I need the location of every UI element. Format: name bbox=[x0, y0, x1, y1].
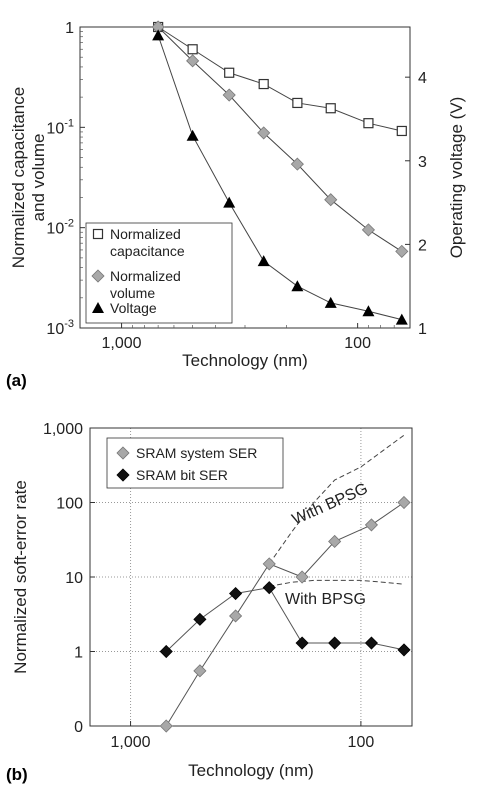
data-point-voltage bbox=[324, 296, 337, 308]
x-tick-label-b: 1,000 bbox=[111, 734, 151, 751]
y-tick-label-b: 100 bbox=[56, 496, 83, 513]
legend-marker-normalized-capacitance bbox=[92, 228, 104, 240]
data-point-sram-system-ser bbox=[397, 495, 411, 510]
bpsg-curve-1 bbox=[269, 579, 405, 587]
panel-label-a: (a) bbox=[6, 371, 27, 390]
data-point-normalized-capacitance bbox=[258, 78, 269, 90]
data-point-normalized-capacitance bbox=[325, 103, 336, 114]
y2-tick-label-a: 4 bbox=[418, 70, 427, 87]
data-point-normalized-capacitance bbox=[224, 67, 235, 78]
data-point-sram-bit-ser bbox=[229, 586, 243, 601]
y-axis-label-a: Normalized capacitanceand volume bbox=[9, 87, 48, 268]
data-point-voltage bbox=[152, 29, 165, 41]
series-line-normalized-capacitance bbox=[157, 26, 402, 132]
data-point-sram-system-ser bbox=[328, 534, 342, 549]
data-point-sram-system-ser bbox=[262, 557, 276, 571]
data-point-sram-bit-ser bbox=[328, 636, 342, 650]
bpsg-label-upper: With BPSG bbox=[290, 480, 371, 528]
y2-tick-label-a: 1 bbox=[418, 321, 427, 338]
data-point-sram-system-ser bbox=[295, 570, 309, 584]
data-point-sram-bit-ser bbox=[262, 581, 276, 595]
data-point-voltage bbox=[257, 255, 270, 267]
y-tick-label-b: 1 bbox=[74, 645, 83, 662]
data-point-normalized-volume bbox=[324, 193, 338, 207]
data-point-sram-bit-ser bbox=[397, 643, 411, 657]
legend-label-normalized-volume: Normalized volume bbox=[110, 268, 181, 301]
data-point-voltage bbox=[291, 280, 304, 292]
y2-axis-label-a: Operating voltage (V) bbox=[447, 97, 466, 259]
data-point-sram-bit-ser bbox=[159, 644, 173, 659]
data-point-voltage bbox=[223, 196, 236, 208]
legend-label-sram-system-ser: SRAM system SER bbox=[136, 445, 257, 461]
data-point-normalized-capacitance bbox=[363, 118, 374, 129]
legend-label-voltage: Voltage bbox=[110, 300, 157, 316]
x-tick-label-a: 1,000 bbox=[102, 335, 142, 352]
y2-tick-label-a: 3 bbox=[418, 154, 427, 171]
data-point-voltage bbox=[395, 313, 408, 325]
data-point-voltage bbox=[362, 305, 375, 317]
legend-box-b bbox=[106, 437, 284, 489]
y-tick-label-b: 10 bbox=[65, 570, 83, 587]
bpsg-curve-0 bbox=[268, 434, 405, 565]
series-line-voltage bbox=[157, 35, 402, 321]
data-point-normalized-volume bbox=[395, 244, 409, 258]
y-tick-label-a: 10-2 bbox=[46, 218, 74, 238]
legend-b: SRAM system SER SRAM bit SER bbox=[106, 437, 284, 489]
series-line-normalized-volume bbox=[157, 26, 403, 252]
data-point-normalized-capacitance bbox=[187, 44, 198, 55]
y-tick-label-a: 1 bbox=[65, 20, 74, 37]
y-tick-label-b: 1,000 bbox=[43, 421, 83, 438]
data-point-normalized-volume bbox=[257, 126, 271, 140]
series-line-sram-system-ser bbox=[165, 502, 405, 727]
data-point-normalized-capacitance bbox=[292, 97, 303, 109]
legend-marker-sram-bit-ser bbox=[116, 468, 130, 482]
panel-label-b: (b) bbox=[6, 765, 28, 784]
series-sram-bit-ser bbox=[159, 581, 411, 659]
data-point-sram-system-ser bbox=[159, 719, 173, 733]
x-axis-label-a: Technology (nm) bbox=[182, 351, 308, 370]
legend-label-normalized-capacitance: Normalized capacitance bbox=[110, 226, 185, 259]
x-tick-label-a: 100 bbox=[344, 335, 371, 352]
series-normalized-capacitance bbox=[153, 21, 407, 137]
data-point-sram-system-ser bbox=[229, 609, 243, 623]
y-tick-label-a: 10-1 bbox=[46, 117, 74, 137]
series-sram-system-ser bbox=[159, 495, 411, 733]
data-point-sram-system-ser bbox=[193, 664, 207, 678]
data-point-sram-bit-ser bbox=[364, 636, 379, 650]
legend-a: Normalized capacitance Normalized volumeVol… bbox=[85, 222, 233, 324]
legend-marker-voltage bbox=[92, 302, 104, 313]
y-tick-label-b: 0 bbox=[74, 719, 83, 736]
data-point-voltage bbox=[186, 129, 199, 141]
data-point-sram-bit-ser bbox=[193, 612, 207, 626]
y-axis-label-b: Normalized soft-error rate bbox=[11, 480, 30, 674]
data-point-sram-system-ser bbox=[364, 518, 379, 532]
legend-label-sram-bit-ser: SRAM bit SER bbox=[136, 467, 228, 483]
data-point-normalized-capacitance bbox=[396, 125, 407, 137]
data-point-sram-bit-ser bbox=[295, 636, 309, 650]
y2-tick-label-a: 2 bbox=[418, 237, 427, 254]
legend-marker-normalized-volume bbox=[91, 269, 105, 283]
data-point-normalized-volume bbox=[186, 54, 200, 68]
chart-a: 1 10-1 10-2 10-3 1 2 3 4 1,000 100 Technology (nm)… bbox=[6, 20, 466, 390]
bpsg-label-lower: With BPSG bbox=[285, 591, 366, 608]
data-point-normalized-volume bbox=[290, 157, 304, 171]
data-point-normalized-volume bbox=[361, 223, 375, 237]
data-point-normalized-volume bbox=[222, 88, 236, 102]
legend-box-a bbox=[85, 222, 233, 324]
series-voltage bbox=[152, 29, 408, 325]
legend-marker-sram-system-ser bbox=[116, 446, 130, 460]
x-axis-label-b: Technology (nm) bbox=[188, 761, 314, 780]
x-tick-label-b: 100 bbox=[348, 734, 375, 751]
y-tick-label-a: 10-3 bbox=[46, 318, 74, 338]
